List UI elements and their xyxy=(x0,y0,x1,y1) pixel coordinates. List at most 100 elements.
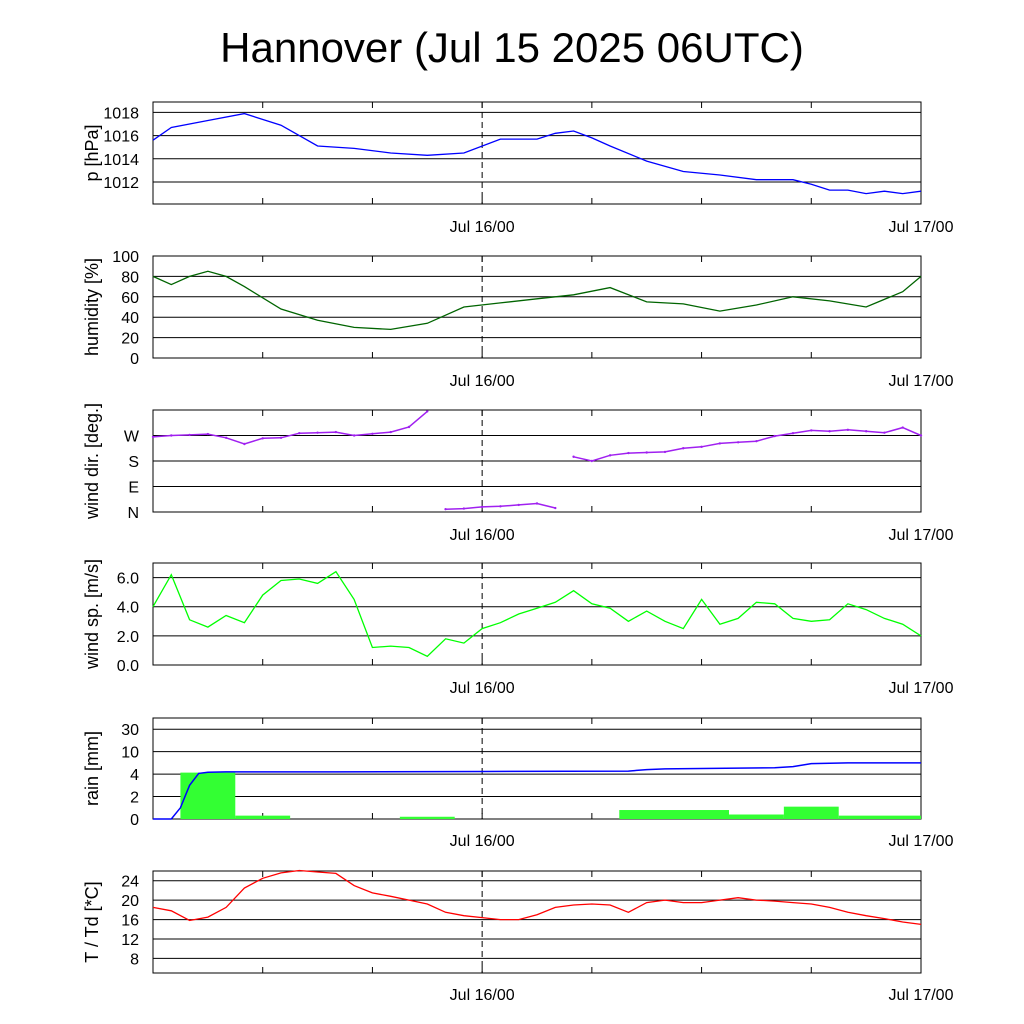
x-tick-label: Jul 16/00 xyxy=(450,680,515,697)
plot-frame xyxy=(152,870,922,974)
wind-direction-point xyxy=(755,439,758,443)
y-tick-label: 60 xyxy=(121,290,139,307)
plot-frame xyxy=(152,255,922,359)
plot-frame xyxy=(152,101,922,205)
rain-bar xyxy=(399,816,455,819)
y-tick-label: 10 xyxy=(121,745,139,762)
wind-direction-point xyxy=(389,430,392,434)
panel-4: 0.0 2.0 4.0 6.0 Jul 16/00 Jul 17/00 wind sp. [… xyxy=(82,559,954,697)
series-line-1 xyxy=(152,270,922,331)
x-tick-label: Jul 17/00 xyxy=(889,987,954,1004)
chart-title: Hannover (Jul 15 2025 06UTC) xyxy=(220,24,804,71)
plot-frame xyxy=(152,717,922,820)
rain-bar xyxy=(235,815,291,819)
y-axis-label: wind sp. [m/s] xyxy=(82,559,102,670)
series-line-1 xyxy=(152,112,922,195)
panel-2: 0 20 40 60 80 100 Jul 16/00 Jul 17/00 humidity [… xyxy=(82,249,954,390)
plot-frame xyxy=(152,562,922,666)
wind-direction-point xyxy=(773,434,776,438)
wind-direction-point xyxy=(791,432,795,435)
x-tick-label: Jul 16/00 xyxy=(450,833,515,850)
wind-direction-point xyxy=(608,454,612,457)
y-tick-label: 20 xyxy=(121,331,139,348)
x-tick-label: Jul 17/00 xyxy=(889,219,954,236)
wind-direction-point xyxy=(444,507,447,511)
wind-direction-point xyxy=(810,429,813,432)
wind-direction-point xyxy=(499,505,502,508)
x-tick-label: Jul 17/00 xyxy=(889,833,954,850)
wind-direction-point xyxy=(736,441,740,444)
wind-direction-point xyxy=(224,436,228,439)
y-tick-label: 0.0 xyxy=(117,658,139,675)
rain-accumulated-line xyxy=(153,762,921,820)
y-tick-label: 4.0 xyxy=(117,600,139,617)
wind-direction-point xyxy=(279,436,283,439)
wind-direction-point xyxy=(407,425,411,429)
x-tick-label: Jul 16/00 xyxy=(450,987,515,1004)
wind-direction-point xyxy=(846,428,850,432)
wind-direction-point xyxy=(188,433,191,437)
rain-bar xyxy=(783,806,839,819)
wind-direction-point xyxy=(883,431,886,434)
y-tick-label: 2.0 xyxy=(117,629,139,646)
wind-direction-point xyxy=(572,455,575,458)
y-tick-label: S xyxy=(128,454,139,471)
wind-direction-point xyxy=(663,450,667,454)
series-line-1 xyxy=(152,869,922,926)
wind-direction-point xyxy=(627,451,630,455)
wind-direction-point xyxy=(170,434,173,437)
wind-direction-point xyxy=(243,442,246,446)
wind-direction-point xyxy=(700,445,703,449)
wind-direction-point xyxy=(828,430,831,433)
rain-bar xyxy=(619,810,729,819)
y-tick-label: N xyxy=(127,505,139,522)
wind-direction-point xyxy=(151,435,155,439)
y-axis-label: T / Td [*C] xyxy=(82,881,102,962)
wind-direction-point xyxy=(919,434,923,437)
y-tick-label: 1018 xyxy=(103,105,139,122)
y-tick-label: E xyxy=(128,480,139,497)
y-tick-label: 100 xyxy=(112,249,139,266)
wind-direction-point xyxy=(682,447,685,450)
panel-6: 8 12 16 20 24 Jul 16/00 Jul 17/00 T / Td [*C] xyxy=(82,869,954,1004)
wind-direction-point xyxy=(426,410,429,413)
wind-direction-point xyxy=(206,432,210,436)
y-tick-label: 80 xyxy=(121,269,139,286)
wind-direction-line xyxy=(573,426,922,462)
y-tick-label: 12 xyxy=(121,932,139,949)
rain-bar xyxy=(729,814,784,819)
y-tick-label: 1016 xyxy=(103,129,139,146)
wind-direction-point xyxy=(480,505,484,509)
panel-1: 1012 1014 1016 1018 Jul 16/00 Jul 17/00 p [hPa… xyxy=(82,101,954,236)
wind-direction-point xyxy=(352,434,356,437)
x-tick-label: Jul 16/00 xyxy=(450,527,515,544)
x-tick-label: Jul 17/00 xyxy=(889,680,954,697)
y-tick-label: W xyxy=(124,429,140,446)
wind-direction-point xyxy=(316,431,319,434)
panel-5: 0 2 4 10 30 Jul 16/00 Jul 17/00 rain [mm] xyxy=(82,717,954,850)
wind-direction-point xyxy=(462,507,466,510)
rain-bar xyxy=(838,815,921,819)
y-tick-label: 1012 xyxy=(103,175,139,192)
x-tick-label: Jul 17/00 xyxy=(889,527,954,544)
wind-direction-point xyxy=(517,503,520,507)
y-tick-label: 24 xyxy=(121,874,139,891)
y-tick-label: 0 xyxy=(130,351,139,368)
x-tick-label: Jul 16/00 xyxy=(450,219,515,236)
y-tick-label: 30 xyxy=(121,722,139,739)
wind-direction-point xyxy=(261,437,264,440)
y-axis-label: humidity [%] xyxy=(82,258,102,356)
x-tick-label: Jul 16/00 xyxy=(450,373,515,390)
y-tick-label: 6.0 xyxy=(117,571,139,588)
wind-direction-point xyxy=(590,459,594,463)
series-line-1 xyxy=(152,570,922,658)
y-tick-label: 8 xyxy=(130,951,139,968)
y-tick-label: 16 xyxy=(121,913,139,930)
wind-direction-point xyxy=(298,432,301,435)
wind-direction-line xyxy=(152,410,428,445)
x-tick-label: Jul 17/00 xyxy=(889,373,954,390)
y-tick-label: 1014 xyxy=(103,152,139,169)
y-tick-label: 2 xyxy=(130,790,139,807)
y-axis-label: p [hPa] xyxy=(82,124,102,181)
